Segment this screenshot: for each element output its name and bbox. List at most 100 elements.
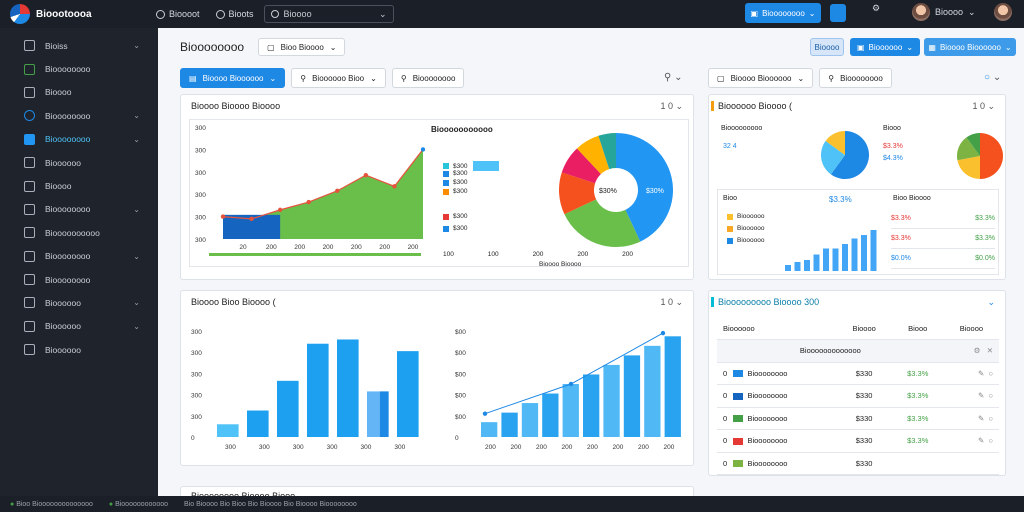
pie-slice[interactable]: [980, 133, 1003, 179]
pie-slice[interactable]: [957, 156, 980, 179]
sidebar-item-0[interactable]: Bioiss ⌄: [0, 34, 158, 57]
bar[interactable]: [813, 254, 820, 272]
pie-slice[interactable]: [598, 133, 616, 170]
bar[interactable]: [521, 403, 539, 437]
user-avatar-2[interactable]: [994, 3, 1012, 21]
bar[interactable]: [603, 364, 620, 437]
table-row[interactable]: 0 Bioooooooo $330: [717, 452, 999, 475]
primary-filter-button[interactable]: ▤ Bioooo Bioooooo ⌄: [180, 68, 286, 88]
sidebar-item-4[interactable]: Bioooooooo ⌄: [0, 128, 158, 151]
table-subrow[interactable]: Biooooooooooooo ⚙ ✕: [717, 339, 999, 363]
column-header[interactable]: Bioooo: [943, 317, 999, 340]
data-point[interactable]: [482, 411, 488, 416]
sidebar-item-12[interactable]: Bioooooo ⌄: [0, 315, 158, 338]
data-point[interactable]: [420, 147, 425, 152]
sidebar-item-11[interactable]: Bioooooo ⌄: [0, 291, 158, 314]
data-point[interactable]: [249, 216, 254, 222]
data-point[interactable]: [306, 199, 311, 205]
card-controls[interactable]: 1 0 ⌄: [660, 297, 683, 307]
bar[interactable]: [785, 265, 791, 271]
row-actions[interactable]: ✎ ○: [943, 384, 999, 408]
sidebar-item-10[interactable]: Bioooooooo: [0, 268, 158, 291]
pie-slice[interactable]: [616, 133, 673, 242]
filter-button-2[interactable]: ⚲ Bioooooo Bioo ⌄: [291, 68, 386, 88]
pie-slice[interactable]: [966, 133, 980, 156]
notification-button[interactable]: [830, 4, 846, 22]
bar[interactable]: [851, 238, 858, 272]
header-right-button[interactable]: ▦ Bioooo Bioooooo ⌄: [924, 38, 1016, 56]
right-filter-button-1[interactable]: ▢ Bioooo Bioooooo ⌄: [708, 68, 814, 88]
status-item-1[interactable]: ● Bioo Bioooooooooooooo: [10, 500, 93, 508]
app-logo[interactable]: Bioootoooa: [0, 4, 150, 24]
bar[interactable]: [247, 410, 269, 438]
data-point[interactable]: [660, 330, 666, 336]
pie-slice[interactable]: [576, 135, 610, 174]
row-actions[interactable]: ✎ ○: [943, 362, 999, 385]
table-row[interactable]: 0 Bioooooooo $330 $3.3% ✎ ○: [717, 362, 999, 385]
sidebar-item-13[interactable]: Bioooooo: [0, 338, 158, 361]
bar[interactable]: [870, 230, 877, 271]
pie-slice[interactable]: [559, 172, 597, 215]
pie-slice[interactable]: [825, 131, 845, 155]
pie-slice[interactable]: [821, 140, 845, 175]
user-menu[interactable]: Bioooo ⌄: [912, 3, 976, 21]
data-point[interactable]: [568, 381, 574, 387]
bar[interactable]: [804, 260, 810, 271]
sidebar-item-3[interactable]: Bioooooooo ⌄: [0, 104, 158, 127]
data-point[interactable]: [220, 214, 226, 219]
table-row[interactable]: 0 Bioooooooo $330 $3.3% ✎ ○: [717, 384, 999, 408]
bar[interactable]: [481, 422, 498, 437]
status-item-2[interactable]: ● Bioooooooooooo: [108, 500, 169, 508]
bar[interactable]: [861, 235, 867, 271]
bar[interactable]: [501, 412, 518, 437]
bar[interactable]: [277, 380, 299, 437]
bar[interactable]: [583, 374, 600, 437]
header-dropdown-button[interactable]: ▣ Bioooooo ⌄: [850, 38, 920, 56]
refresh-icon[interactable]: ○ ⌄: [984, 72, 1002, 83]
sidebar-item-6[interactable]: Bioooo: [0, 174, 158, 197]
view-select[interactable]: ▢ Bioo Bioooo ⌄: [258, 38, 346, 56]
subrow-actions[interactable]: ⚙ ✕: [943, 339, 999, 363]
pie-slice[interactable]: [561, 148, 601, 184]
bar[interactable]: [832, 248, 839, 272]
bar[interactable]: [397, 351, 419, 437]
card-controls[interactable]: 1 0 ⌄: [972, 101, 995, 111]
bar[interactable]: [664, 336, 681, 437]
row-actions[interactable]: ✎ ○: [943, 429, 999, 453]
bar[interactable]: [623, 355, 641, 437]
sidebar-item-8[interactable]: Bioooooooooo: [0, 221, 158, 244]
top-nav-item-2[interactable]: Bioots: [210, 9, 260, 19]
bar[interactable]: [542, 393, 559, 437]
data-point[interactable]: [277, 207, 283, 213]
top-primary-button[interactable]: ▣ Bioooooooo ⌄: [745, 3, 821, 23]
top-nav-item-1[interactable]: Bioooot: [150, 9, 206, 19]
row-actions[interactable]: [943, 452, 999, 475]
bar[interactable]: [217, 424, 239, 437]
column-header[interactable]: Bioooo: [836, 317, 892, 340]
settings-menu[interactable]: ⚙: [872, 3, 880, 14]
pie-slice[interactable]: [957, 137, 980, 161]
data-point[interactable]: [363, 172, 369, 178]
table-row[interactable]: 0 Bioooooooo $330 $3.3% ✎ ○: [717, 407, 999, 430]
data-point[interactable]: [335, 188, 340, 194]
column-header[interactable]: Biooo: [891, 317, 944, 340]
range-slider[interactable]: [209, 253, 421, 256]
sidebar-item-5[interactable]: Bioooooo: [0, 151, 158, 174]
row-actions[interactable]: ✎ ○: [943, 407, 999, 430]
bar[interactable]: [307, 343, 329, 437]
table-row[interactable]: 0 Bioooooooo $330 $3.3% ✎ ○: [717, 429, 999, 453]
card-controls[interactable]: 1 0 ⌄: [660, 101, 683, 111]
pie-slice[interactable]: [564, 199, 641, 247]
bar[interactable]: [644, 345, 661, 437]
sidebar-item-7[interactable]: Bioooooooo ⌄: [0, 198, 158, 221]
data-point[interactable]: [392, 184, 397, 189]
bar[interactable]: [794, 262, 801, 271]
sidebar-item-9[interactable]: Bioooooooo ⌄: [0, 245, 158, 268]
search-icon[interactable]: ⚲ ⌄: [664, 72, 683, 83]
bar[interactable]: [823, 248, 829, 272]
right-filter-button-2[interactable]: ⚲ Bioooooooo: [819, 68, 892, 88]
bar[interactable]: [562, 384, 579, 437]
small-header-button[interactable]: Bioooo: [810, 38, 844, 56]
bar[interactable]: [842, 244, 848, 271]
sidebar-item-1[interactable]: Bioooooooo: [0, 57, 158, 80]
